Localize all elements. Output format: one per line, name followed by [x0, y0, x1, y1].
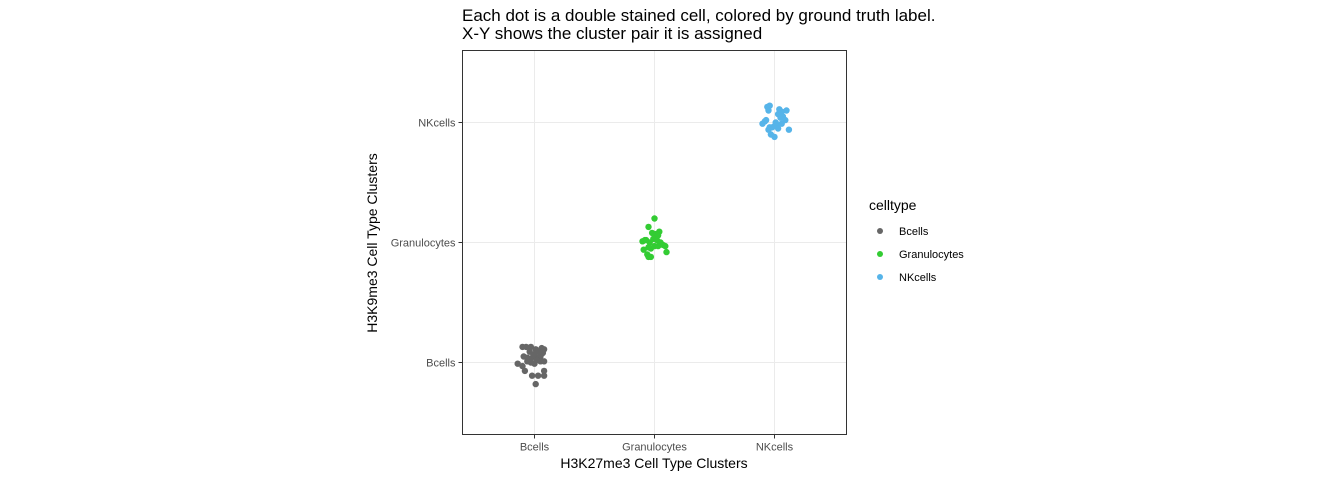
x-tick-label: Granulocytes — [622, 442, 687, 454]
data-point — [654, 242, 662, 250]
data-point — [528, 372, 536, 379]
legend-key — [877, 251, 883, 257]
data-point — [645, 223, 652, 231]
legend-title: celltype — [869, 197, 917, 213]
data-point — [534, 348, 542, 355]
data-point — [772, 119, 779, 126]
y-tick-label: Bcells — [426, 358, 456, 370]
data-point — [519, 362, 526, 370]
y-tick-label: Granulocytes — [391, 238, 456, 250]
data-point — [540, 367, 548, 375]
x-tick-label: NKcells — [756, 442, 794, 454]
data-point — [654, 232, 662, 239]
data-point — [514, 360, 521, 367]
data-point — [767, 131, 775, 138]
data-point — [532, 380, 539, 388]
data-point — [640, 246, 647, 253]
data-point — [777, 114, 784, 121]
data-point — [645, 253, 652, 261]
data-point — [534, 372, 542, 379]
data-point — [783, 107, 790, 114]
data-point — [663, 248, 670, 256]
legend-label: Granulocytes — [899, 249, 964, 261]
data-point — [762, 116, 770, 124]
data-point — [540, 372, 548, 379]
data-point — [522, 343, 530, 351]
data-point — [765, 126, 772, 133]
x-tick-label: Bcells — [520, 442, 550, 454]
chart-title: Each dot is a double stained cell, color… — [462, 6, 935, 25]
data-point — [527, 343, 535, 351]
data-point — [651, 215, 658, 222]
y-tick-label: NKcells — [418, 118, 456, 130]
axis-ticks: Bcells Granulocytes NKcells Bcells Granulocy… — [391, 118, 794, 454]
legend-label: Bcells — [899, 226, 929, 238]
legend: celltype Bcells Granulocytes NKcells — [869, 197, 964, 284]
data-point — [641, 236, 649, 244]
data-point — [521, 367, 529, 375]
legend-key — [877, 274, 883, 280]
data-points — [514, 102, 793, 388]
legend-label: NKcells — [899, 272, 937, 284]
data-point — [540, 358, 548, 365]
data-point — [776, 106, 783, 113]
y-axis-title: H3K9me3 Cell Type Clusters — [364, 153, 380, 332]
data-point — [540, 346, 548, 353]
data-point — [662, 242, 669, 250]
data-point — [526, 348, 533, 355]
chart-subtitle: X-Y shows the cluster pair it is assigne… — [462, 24, 762, 43]
legend-key — [877, 228, 883, 234]
x-axis-title: H3K27me3 Cell Type Clusters — [560, 455, 747, 471]
grid-lines — [462, 50, 847, 435]
data-point — [785, 126, 793, 133]
data-point — [765, 107, 772, 114]
data-point — [782, 116, 789, 124]
data-point — [766, 102, 773, 109]
